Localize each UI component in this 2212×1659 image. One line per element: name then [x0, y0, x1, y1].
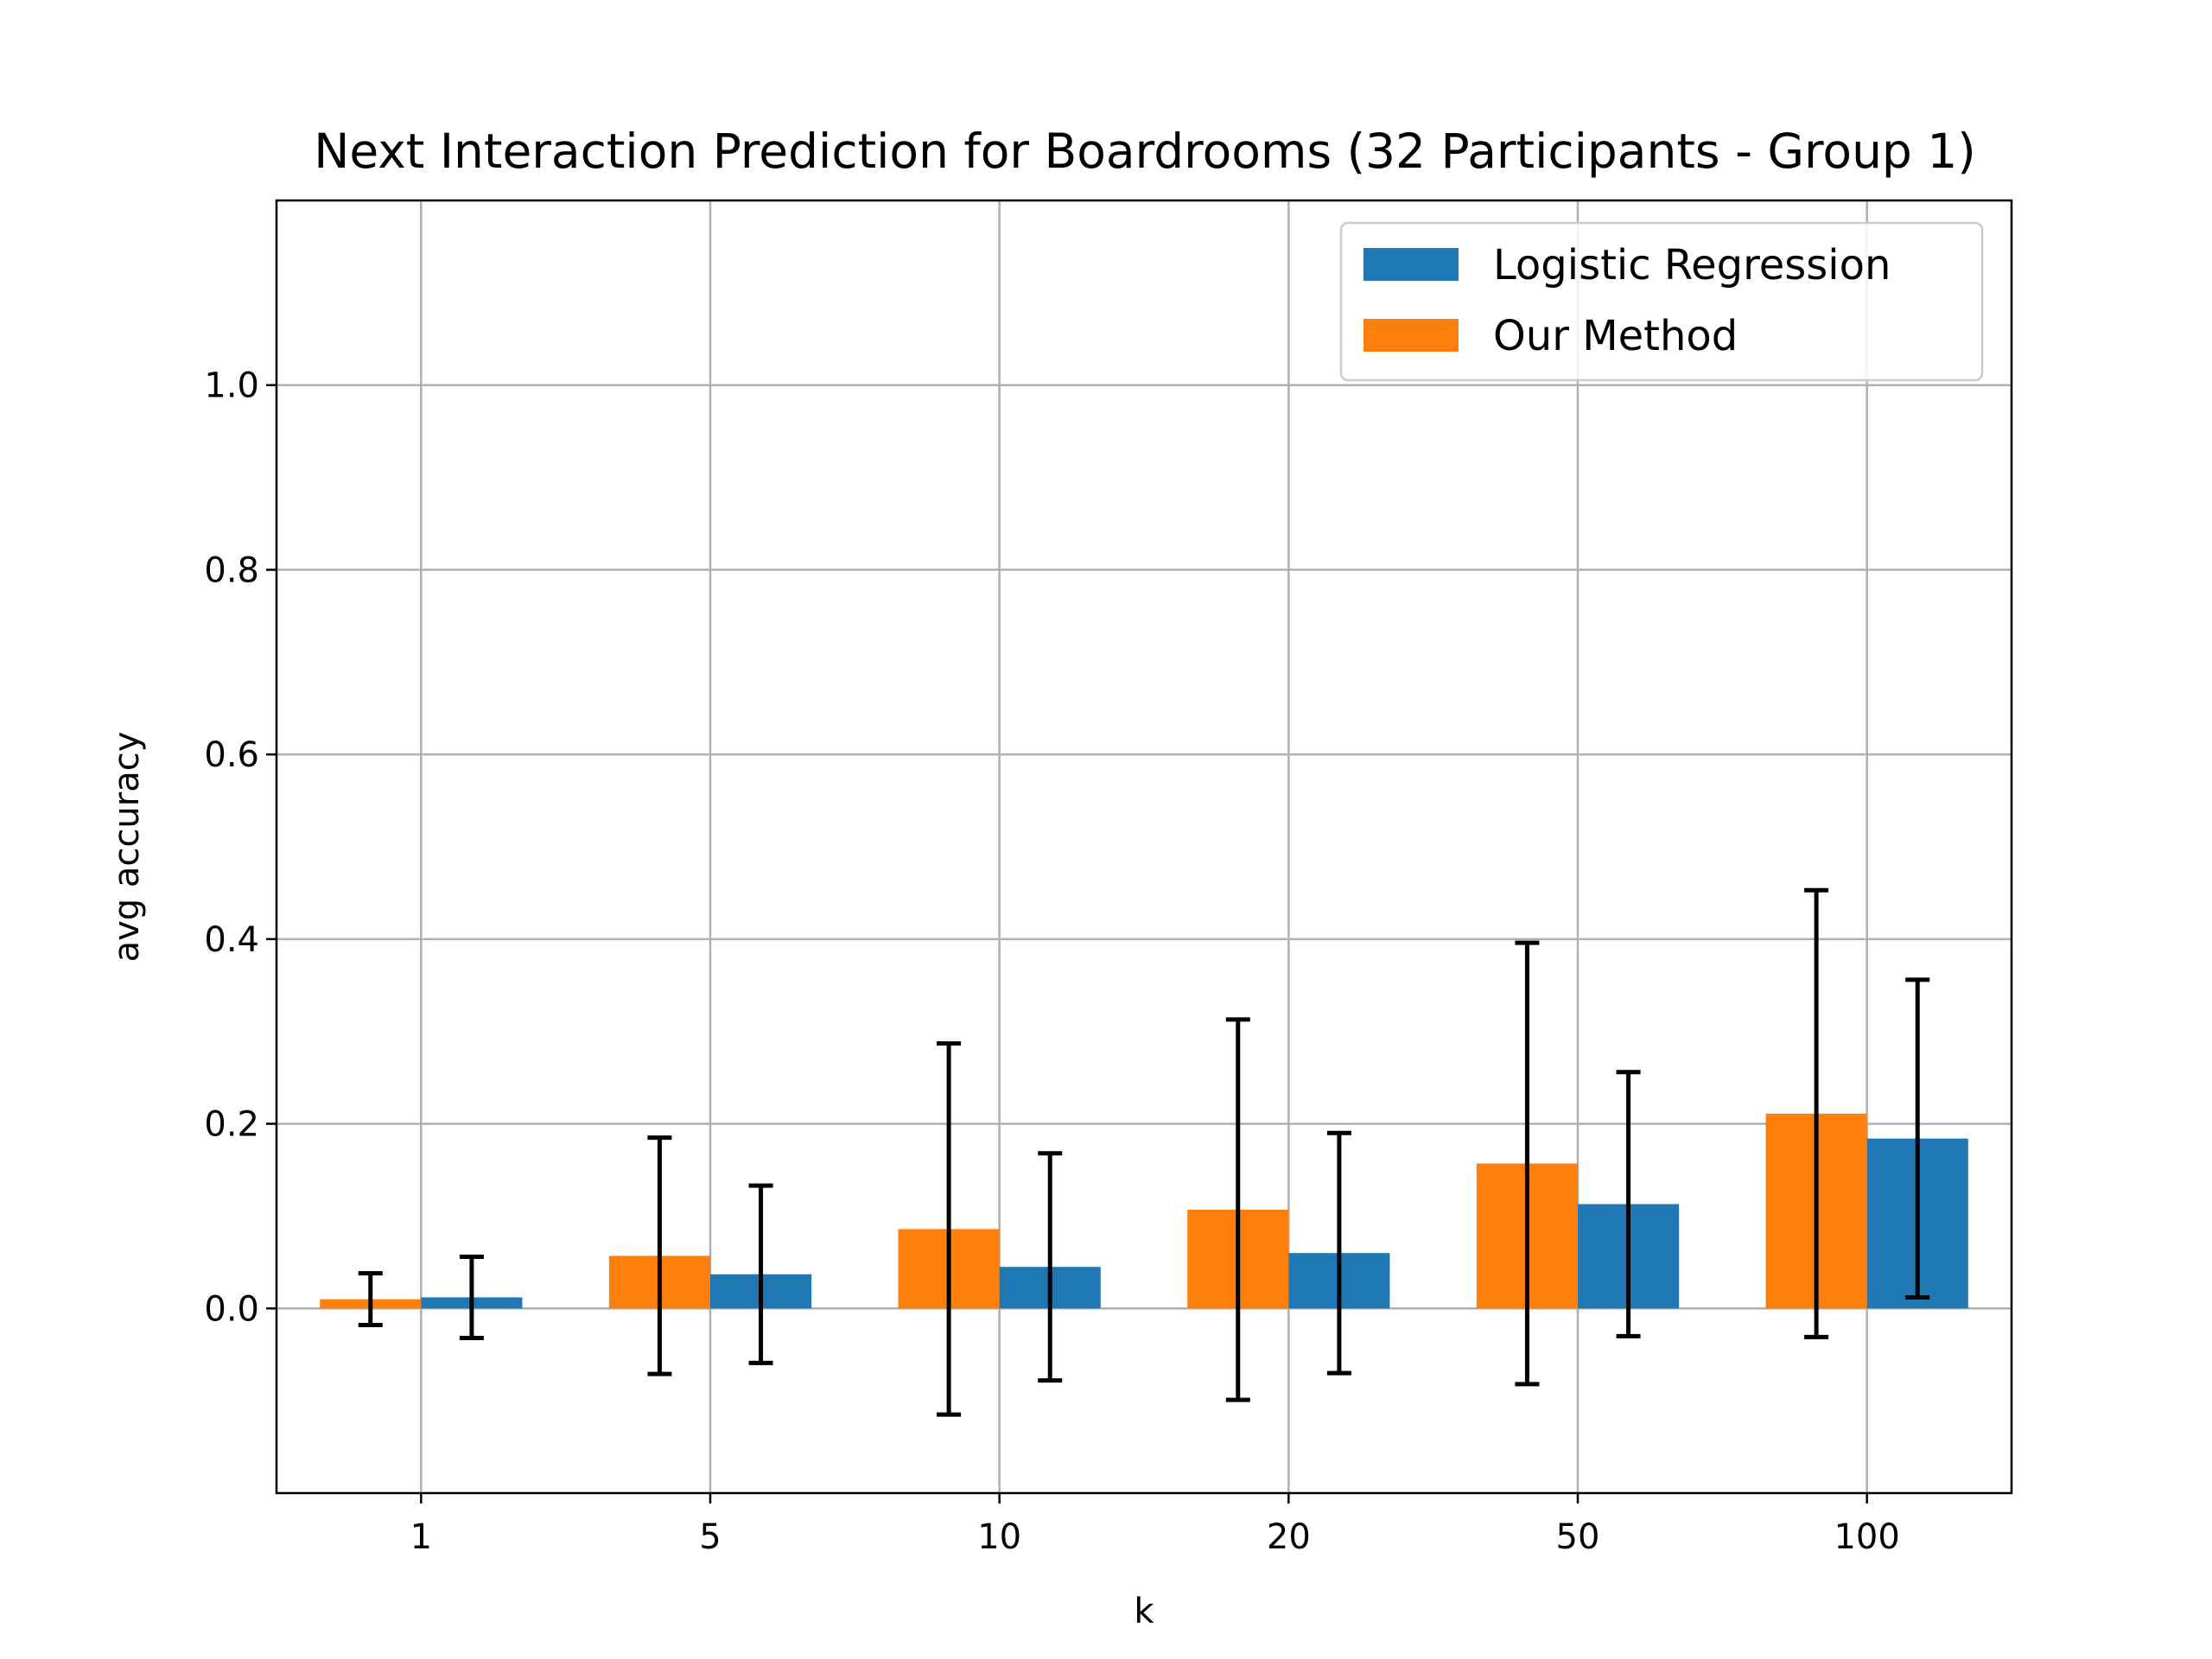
- error-bars: [358, 887, 1930, 1417]
- legend-label: Logistic Regression: [1493, 241, 1891, 289]
- y-tick-label: 0.4: [204, 920, 259, 960]
- y-tick-label: 0.6: [204, 735, 259, 775]
- x-tick-label: 50: [1556, 1517, 1600, 1557]
- y-tick-label: 0.0: [204, 1289, 259, 1329]
- y-tick-label: 1.0: [204, 366, 259, 406]
- legend: Logistic Regression Our Method: [1339, 221, 1984, 382]
- x-tick-label: 1: [410, 1517, 432, 1557]
- x-axis-title: k: [1134, 1592, 1154, 1631]
- legend-swatch: [1363, 248, 1459, 281]
- legend-box: [1339, 221, 1984, 382]
- x-tick-label: 20: [1267, 1517, 1311, 1557]
- y-tick-label: 0.2: [204, 1105, 259, 1145]
- x-tick-label: 5: [699, 1517, 721, 1557]
- chart-title: Next Interaction Prediction for Boardroo…: [314, 124, 1976, 179]
- y-tick-label: 0.8: [204, 550, 259, 590]
- y-axis-title: avg accuracy: [107, 732, 147, 963]
- legend-swatch: [1363, 319, 1459, 352]
- ticks: 0.0 0.2 0.4 0.6 0.8 1.0 1 5 10 20 50 100: [204, 366, 1899, 1557]
- legend-label: Our Method: [1493, 312, 1738, 360]
- x-tick-label: 100: [1834, 1517, 1899, 1557]
- x-tick-label: 10: [977, 1517, 1021, 1557]
- plot-frame: [275, 199, 2013, 1495]
